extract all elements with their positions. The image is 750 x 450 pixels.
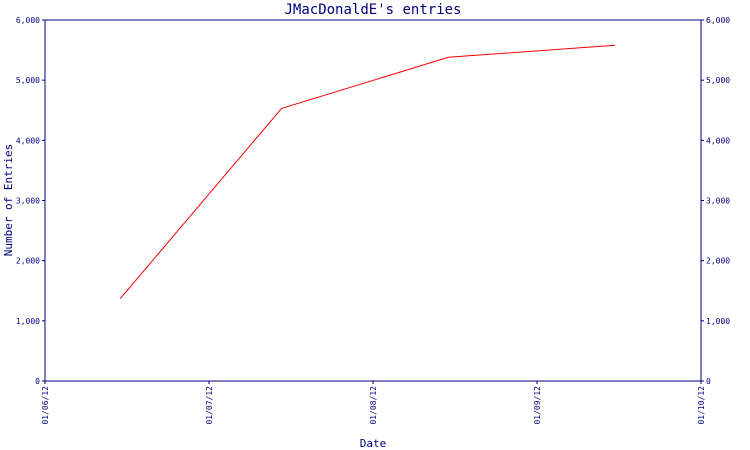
y-tick-label-left: 0 xyxy=(35,377,40,386)
x-tick-label: 01/06/12 xyxy=(41,386,50,425)
y-tick-label-left: 4,000 xyxy=(16,136,40,145)
series-group xyxy=(119,44,616,299)
y-axis-left: 0 1,000 2,000 3,000 4,000 5,000 6,000 xyxy=(16,16,45,386)
x-tick-label: 01/09/12 xyxy=(533,386,542,425)
y-tick-label-left: 3,000 xyxy=(16,197,40,206)
y-tick-label-left: 2,000 xyxy=(16,257,40,266)
series-line xyxy=(119,44,616,299)
y-tick-label-right: 4,000 xyxy=(706,136,730,145)
chart-title: JMacDonaldE's entries xyxy=(284,2,461,18)
y-tick-label-right: 3,000 xyxy=(706,197,730,206)
x-axis-label: Date xyxy=(360,437,387,450)
y-tick-label-right: 2,000 xyxy=(706,257,730,266)
y-tick-label-left: 5,000 xyxy=(16,76,40,85)
y-axis-right: 0 1,000 2,000 3,000 4,000 5,000 6,000 xyxy=(701,16,730,386)
x-axis: 01/06/12 01/07/12 01/08/12 01/09/12 01/10/12 xyxy=(41,381,706,425)
y-tick-label-left: 1,000 xyxy=(16,317,40,326)
x-tick-label: 01/08/12 xyxy=(369,386,378,425)
y-axis-label: Number of Entries xyxy=(2,144,15,257)
x-tick-label: 01/07/12 xyxy=(205,386,214,425)
y-tick-label-right: 0 xyxy=(706,377,711,386)
y-tick-label-right: 5,000 xyxy=(706,76,730,85)
x-tick-label: 01/10/12 xyxy=(697,386,706,425)
y-tick-label-right: 1,000 xyxy=(706,317,730,326)
y-tick-label-right: 6,000 xyxy=(706,16,730,25)
plot-frame xyxy=(44,19,702,382)
y-tick-label-left: 6,000 xyxy=(16,16,40,25)
